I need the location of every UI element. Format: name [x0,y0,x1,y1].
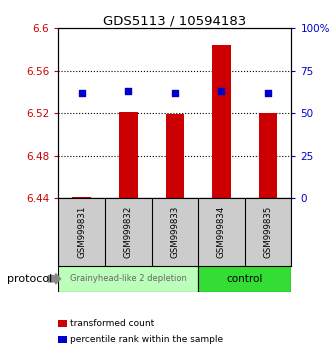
Text: Grainyhead-like 2 depletion: Grainyhead-like 2 depletion [70,274,186,283]
Point [126,88,131,94]
Title: GDS5113 / 10594183: GDS5113 / 10594183 [103,14,246,27]
Text: percentile rank within the sample: percentile rank within the sample [70,335,223,344]
Point [172,90,177,96]
Point [79,90,84,96]
Bar [72,197,91,198]
Text: transformed count: transformed count [70,319,154,328]
Text: GSM999835: GSM999835 [263,206,273,258]
Text: GSM999831: GSM999831 [77,206,86,258]
Text: protocol: protocol [7,274,52,284]
Bar [259,113,277,198]
Bar [58,266,198,292]
Point [265,90,271,96]
Bar [119,112,138,198]
Bar [198,266,291,292]
Bar [166,114,184,198]
Point [219,88,224,94]
Text: GSM999833: GSM999833 [170,206,179,258]
Text: control: control [226,274,263,284]
Text: GSM999834: GSM999834 [217,206,226,258]
Bar [212,45,231,198]
Text: GSM999832: GSM999832 [124,206,133,258]
